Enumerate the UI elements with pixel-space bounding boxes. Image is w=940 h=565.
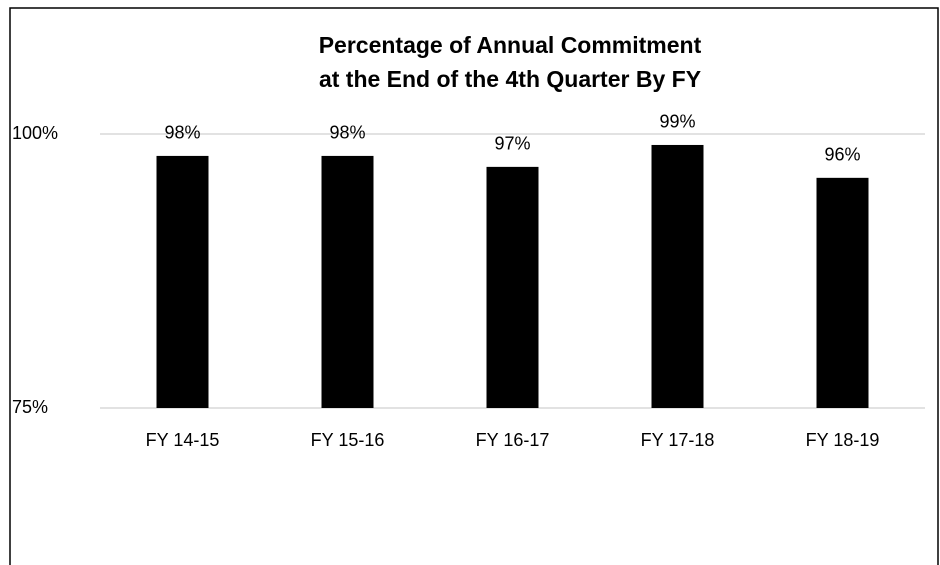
bar	[156, 155, 209, 408]
chart-title: Percentage of Annual Commitment	[319, 32, 702, 58]
x-tick-label: FY 18-19	[806, 430, 880, 450]
chart-frame	[9, 7, 939, 565]
x-tick-label: FY 14-15	[146, 430, 220, 450]
bar	[651, 144, 704, 408]
value-label: 96%	[824, 145, 860, 165]
y-tick-label: 75%	[12, 397, 48, 417]
x-tick-label: FY 17-18	[641, 430, 715, 450]
bar	[816, 177, 869, 408]
value-label: 98%	[329, 123, 365, 143]
chart-title: at the End of the 4th Quarter By FY	[319, 66, 701, 92]
x-tick-label: FY 15-16	[311, 430, 385, 450]
value-label: 98%	[164, 123, 200, 143]
y-tick-label: 100%	[12, 123, 58, 143]
value-label: 99%	[659, 112, 695, 132]
value-label: 97%	[494, 134, 530, 154]
x-tick-label: FY 16-17	[476, 430, 550, 450]
bar	[321, 155, 374, 408]
bar	[486, 166, 539, 408]
